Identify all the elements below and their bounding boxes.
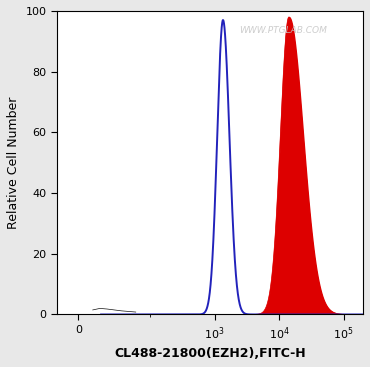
X-axis label: CL488-21800(EZH2),FITC-H: CL488-21800(EZH2),FITC-H <box>114 347 306 360</box>
Y-axis label: Relative Cell Number: Relative Cell Number <box>7 97 20 229</box>
Text: WWW.PTGLAB.COM: WWW.PTGLAB.COM <box>239 26 327 35</box>
